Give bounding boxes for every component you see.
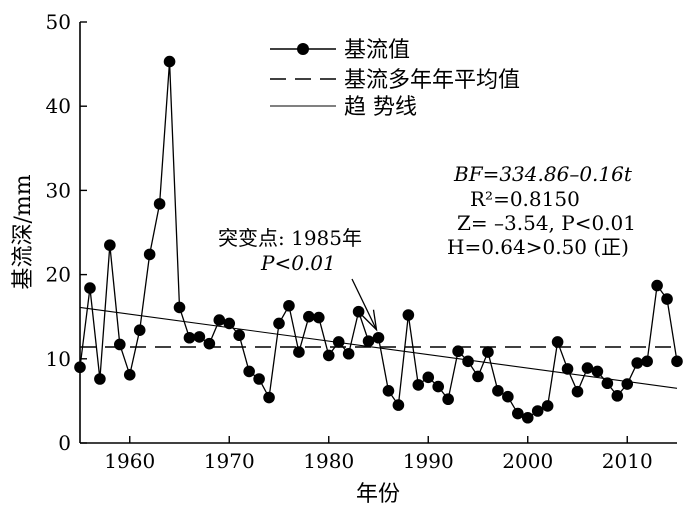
baseflow-point <box>143 248 156 261</box>
baseflow-point <box>492 384 504 397</box>
baseflow-point <box>114 338 126 351</box>
baseflow-point <box>541 400 554 412</box>
baseflow-point <box>641 355 653 368</box>
y-tick-label: 20 <box>46 263 71 287</box>
y-tick-label: 0 <box>58 431 71 455</box>
baseflow-point <box>412 379 425 391</box>
baseflow-point <box>352 305 365 318</box>
y-axis-ticks: 0 10 20 30 40 50 <box>46 10 87 455</box>
trend-line <box>79 306 678 389</box>
hurst-exponent: H=0.64>0.50 (正) <box>447 235 629 259</box>
y-tick-label: 10 <box>46 347 71 371</box>
baseflow-point <box>422 371 435 384</box>
baseflow-point <box>521 411 534 424</box>
baseflow-point <box>183 331 196 344</box>
x-tick-label: 1970 <box>204 449 255 473</box>
baseflow-point <box>283 299 295 312</box>
baseflow-point <box>243 365 255 378</box>
baseflow-point <box>671 355 683 368</box>
baseflow-point <box>631 357 643 369</box>
baseflow-point <box>462 355 474 368</box>
baseflow-point <box>661 293 673 305</box>
y-tick-label: 50 <box>46 10 71 34</box>
legend-label-baseflow: 基流值 <box>344 38 410 63</box>
baseflow-point <box>512 407 524 420</box>
y-tick-label: 30 <box>46 178 71 202</box>
baseflow-point <box>452 345 464 358</box>
baseflow-point <box>332 336 345 348</box>
change-point-arrow <box>351 278 378 331</box>
legend-label-trend: 趋 势线 <box>344 95 417 120</box>
x-axis-label: 年份 <box>356 482 400 507</box>
baseflow-point <box>571 385 584 398</box>
baseflow-point <box>561 363 574 375</box>
change-point-arrowhead <box>361 309 378 332</box>
baseflow-point <box>621 378 634 390</box>
data-series <box>74 55 683 424</box>
baseflow-point <box>303 310 315 323</box>
baseflow-point <box>273 317 285 330</box>
baseflow-point <box>223 317 236 330</box>
change-point-annotation: 突变点: 1985年 P<0.01 <box>218 226 378 332</box>
baseflow-point <box>193 331 206 343</box>
baseflow-point <box>402 309 415 321</box>
x-tick-label: 1980 <box>303 449 354 473</box>
z-test: Z= –3.54, P<0.01 <box>457 211 636 235</box>
baseflow-point <box>611 390 624 402</box>
baseflow-point <box>213 314 226 326</box>
baseflow-point <box>163 55 176 68</box>
baseflow-point <box>482 346 494 358</box>
baseflow-point <box>104 239 116 251</box>
x-axis-ticks: 1960 1970 1980 1990 2000 2010 <box>104 436 653 473</box>
y-tick-label: 40 <box>46 94 71 118</box>
y-axis-label: 基流深/mm <box>11 174 36 289</box>
baseflow-point <box>601 377 614 390</box>
baseflow-point <box>153 198 166 210</box>
baseflow-point <box>74 361 86 374</box>
baseflow-point <box>253 373 265 385</box>
baseflow-point <box>551 336 564 348</box>
x-tick-label: 2010 <box>602 449 653 473</box>
baseflow-point <box>133 324 146 336</box>
baseflow-point <box>263 391 275 404</box>
baseflow-point <box>442 393 454 406</box>
x-tick-label: 1990 <box>403 449 454 473</box>
baseflow-point <box>84 282 96 294</box>
baseflow-point <box>531 405 544 417</box>
baseflow-point <box>472 370 484 383</box>
baseflow-point <box>502 390 514 403</box>
baseflow-point <box>293 346 305 358</box>
baseflow-point <box>233 329 245 342</box>
statistics-annotation: BF=334.86–0.16t R²=0.8150 Z= –3.54, P<0.… <box>447 162 636 259</box>
r-squared: R²=0.8150 <box>470 187 580 211</box>
baseflow-point <box>94 373 106 385</box>
baseflow-point <box>372 331 385 344</box>
baseflow-point <box>342 347 355 360</box>
baseflow-point <box>581 362 594 374</box>
baseflow-point <box>591 365 604 378</box>
change-point-label: 突变点: 1985年 <box>218 226 362 250</box>
baseflow-point <box>123 368 136 381</box>
baseflow-point <box>322 349 335 362</box>
change-point-p: P<0.01 <box>260 251 336 275</box>
regression-equation: BF=334.86–0.16t <box>453 162 633 186</box>
legend: 基流值 基流多年年平均值 趋 势线 <box>270 38 520 120</box>
legend-marker-baseflow <box>297 43 309 55</box>
reference-lines <box>79 306 678 389</box>
x-tick-label: 2000 <box>502 449 553 473</box>
baseflow-point <box>203 337 216 350</box>
baseflow-point <box>362 335 375 347</box>
baseflow-point <box>651 279 663 292</box>
baseflow-point <box>392 399 405 411</box>
baseflow-point <box>313 311 325 324</box>
baseflow-point <box>382 384 395 397</box>
x-tick-label: 1960 <box>104 449 155 473</box>
legend-label-mean: 基流多年年平均值 <box>344 68 520 93</box>
baseflow-point <box>173 301 186 314</box>
baseflow-point <box>432 380 445 393</box>
